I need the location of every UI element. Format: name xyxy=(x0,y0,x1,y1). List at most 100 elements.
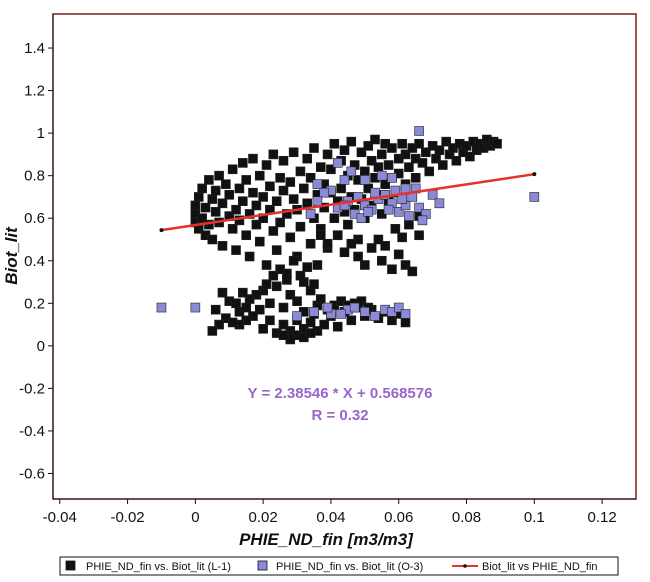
data-point-o3 xyxy=(292,311,302,321)
series-o3-points xyxy=(156,126,540,321)
data-point-o3 xyxy=(404,211,414,221)
data-point-l1 xyxy=(332,230,343,241)
data-point-l1 xyxy=(404,219,414,230)
data-point-l1 xyxy=(305,328,316,338)
data-point-l1 xyxy=(261,260,272,270)
data-point-l1 xyxy=(329,138,340,149)
data-point-o3 xyxy=(383,204,394,215)
x-tick-label: 0.02 xyxy=(249,509,278,526)
data-point-l1 xyxy=(261,279,272,289)
data-point-l1 xyxy=(407,266,418,277)
data-point-l1 xyxy=(214,319,224,330)
data-point-l1 xyxy=(322,238,333,249)
data-point-l1 xyxy=(285,177,296,187)
data-point-l1 xyxy=(200,202,211,213)
data-point-l1 xyxy=(251,219,262,230)
data-point-l1 xyxy=(417,158,428,168)
data-point-l1 xyxy=(248,187,258,198)
x-axis: -0.04 -0.02 0 0.02 0.04 0.06 0.08 0.1 0.12 xyxy=(43,498,636,526)
data-point-l1 xyxy=(302,153,313,164)
data-point-l1 xyxy=(370,134,380,145)
legend-swatch-o3 xyxy=(257,560,268,571)
data-point-o3 xyxy=(312,179,323,189)
y-tick-label: -0.4 xyxy=(19,423,45,440)
data-point-l1 xyxy=(387,143,397,153)
data-point-l1 xyxy=(437,160,448,170)
data-point-l1 xyxy=(353,251,363,262)
data-point-l1 xyxy=(265,181,275,192)
y-axis-title: Biot_lit xyxy=(2,226,21,285)
data-point-l1 xyxy=(278,155,289,166)
correlation-r-value: R = 0.32 xyxy=(311,407,368,424)
data-point-l1 xyxy=(366,243,377,253)
y-tick-label: 0.2 xyxy=(24,295,45,312)
data-point-l1 xyxy=(231,298,241,309)
data-point-o3 xyxy=(332,158,343,168)
x-tick-label: 0 xyxy=(191,509,199,526)
data-point-l1 xyxy=(265,298,275,309)
data-point-l1 xyxy=(295,166,306,177)
data-point-l1 xyxy=(356,147,367,158)
data-point-l1 xyxy=(343,219,353,230)
data-point-o3 xyxy=(427,190,438,200)
data-point-l1 xyxy=(326,164,336,175)
data-point-o3 xyxy=(319,187,329,198)
data-point-o3 xyxy=(400,183,411,194)
fit-line-endpoint xyxy=(532,172,537,177)
data-point-l1 xyxy=(288,147,299,158)
data-point-l1 xyxy=(221,179,231,189)
data-point-l1 xyxy=(292,296,302,306)
data-point-l1 xyxy=(393,249,404,260)
data-point-l1 xyxy=(254,304,265,315)
data-point-l1 xyxy=(278,302,289,313)
data-point-l1 xyxy=(315,230,326,241)
data-point-o3 xyxy=(529,192,540,202)
data-point-l1 xyxy=(278,319,289,330)
data-point-l1 xyxy=(275,217,285,228)
legend-label-l1: PHIE_ND_fin vs. Biot_lit (L-1) xyxy=(86,561,231,573)
data-point-l1 xyxy=(390,224,401,234)
data-point-l1 xyxy=(238,196,248,206)
data-point-l1 xyxy=(258,324,268,334)
data-point-l1 xyxy=(387,264,397,275)
x-tick-label: 0.04 xyxy=(316,509,345,526)
y-tick-label: 0 xyxy=(37,338,45,355)
data-point-l1 xyxy=(400,149,411,160)
data-point-o3 xyxy=(414,202,424,213)
data-point-o3 xyxy=(190,302,201,313)
data-point-o3 xyxy=(417,215,428,226)
data-point-l1 xyxy=(414,138,424,149)
legend-swatch-l1 xyxy=(65,560,76,571)
data-point-l1 xyxy=(254,170,265,181)
data-point-l1 xyxy=(373,234,384,245)
data-point-o3 xyxy=(346,166,357,177)
legend-label-o3: PHIE_ND_fin vs. Biot_lit (O-3) xyxy=(276,561,423,573)
data-point-l1 xyxy=(302,198,313,209)
data-point-o3 xyxy=(393,302,404,313)
legend: PHIE_ND_fin vs. Biot_lit (L-1) PHIE_ND_f… xyxy=(59,556,619,576)
y-tick-label: 1.2 xyxy=(24,83,45,100)
data-point-l1 xyxy=(193,192,204,202)
data-point-l1 xyxy=(299,183,309,194)
data-point-l1 xyxy=(295,270,306,281)
data-point-l1 xyxy=(404,162,414,172)
data-point-o3 xyxy=(349,302,360,313)
data-point-l1 xyxy=(217,287,228,298)
data-point-l1 xyxy=(197,183,207,194)
data-point-l1 xyxy=(261,160,272,170)
data-point-l1 xyxy=(204,175,214,185)
data-point-l1 xyxy=(238,287,248,298)
data-point-l1 xyxy=(295,221,306,232)
data-point-o3 xyxy=(400,309,411,319)
x-axis-title: PHIE_ND_fin [m3/m3] xyxy=(239,530,414,549)
data-point-l1 xyxy=(248,153,258,164)
data-point-l1 xyxy=(346,315,357,326)
y-tick-label: 1.4 xyxy=(24,40,45,57)
data-point-l1 xyxy=(278,330,289,341)
data-point-l1 xyxy=(465,151,475,162)
data-point-l1 xyxy=(241,230,252,241)
data-point-l1 xyxy=(282,209,292,219)
regression-equation: Y = 2.38546 * X + 0.568576 xyxy=(248,385,433,402)
data-point-l1 xyxy=(271,281,282,292)
legend-fit-marker xyxy=(463,564,467,568)
